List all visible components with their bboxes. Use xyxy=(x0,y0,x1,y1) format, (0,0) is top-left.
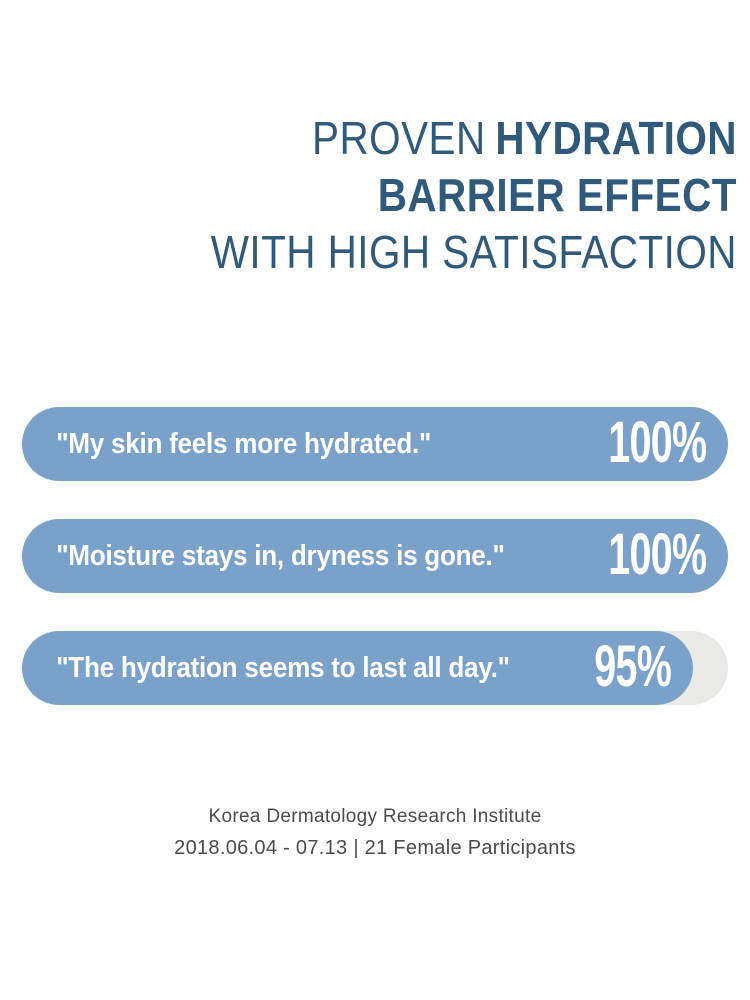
title-line-3: WITH HIGH SATISFACTION xyxy=(210,226,737,278)
bar-fill: "The hydration seems to last all day." 9… xyxy=(22,631,693,705)
title-line-2: BARRIER EFFECT xyxy=(377,169,737,221)
bar-row-lasting: "The hydration seems to last all day." 9… xyxy=(22,631,728,705)
bar-row-moisture: "Moisture stays in, dryness is gone." 10… xyxy=(22,519,728,593)
footnote-study-details: 2018.06.04 - 07.13 | 21 Female Participa… xyxy=(174,837,576,859)
bar-label: "Moisture stays in, dryness is gone." xyxy=(56,539,505,572)
bar-fill: "Moisture stays in, dryness is gone." 10… xyxy=(22,519,728,593)
bar-row-hydrated: "My skin feels more hydrated." 100% xyxy=(22,407,728,481)
title-line-1: PROVEN HYDRATION xyxy=(211,110,737,167)
title-line-1-regular: PROVEN xyxy=(312,112,486,164)
bar-value: 95% xyxy=(593,634,672,700)
title-block: PROVEN HYDRATION BARRIER EFFECT WITH HIGH… xyxy=(211,110,737,281)
bar-value: 100% xyxy=(607,410,707,476)
title-line-1-bold: HYDRATION xyxy=(495,112,737,164)
bar-fill: "My skin feels more hydrated." 100% xyxy=(22,407,728,481)
bar-label: "The hydration seems to last all day." xyxy=(56,651,510,684)
study-footnote: Korea Dermatology Research Institute 201… xyxy=(0,801,750,865)
footnote-institute: Korea Dermatology Research Institute xyxy=(208,806,542,827)
bar-label: "My skin feels more hydrated." xyxy=(56,427,432,460)
bar-value: 100% xyxy=(607,522,707,588)
satisfaction-bar-chart: "My skin feels more hydrated." 100% "Moi… xyxy=(22,407,728,743)
